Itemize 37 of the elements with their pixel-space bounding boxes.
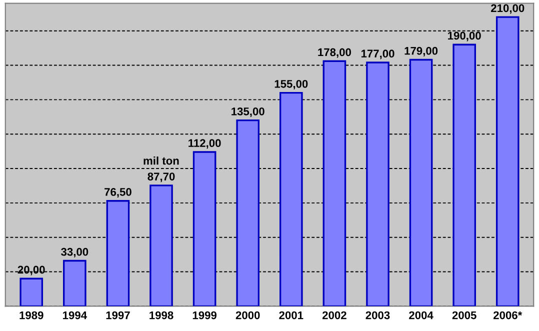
x-tick-label: 1997 [106, 311, 130, 320]
data-label: 112,00 [188, 139, 221, 149]
x-tick-label: 2002 [322, 311, 346, 320]
annotation: mil ton [144, 156, 179, 165]
bar [150, 184, 173, 306]
bar [20, 278, 44, 306]
bar [279, 92, 303, 306]
bar [452, 44, 476, 306]
data-label: 190,00 [448, 32, 481, 42]
x-tick-label: 1994 [63, 311, 87, 320]
x-tick-label: 1999 [192, 311, 217, 320]
data-label: 178,00 [318, 48, 351, 58]
bar [63, 260, 86, 306]
bar [322, 60, 346, 306]
bar [409, 58, 433, 306]
data-label: 155,00 [274, 80, 308, 90]
data-label: 135,00 [232, 107, 264, 117]
x-tick-label: 2005 [452, 311, 476, 320]
data-label: 33,00 [61, 248, 88, 258]
x-tick-label: 2004 [409, 311, 434, 320]
data-label: 179,00 [404, 46, 438, 56]
data-label: 210,00 [491, 4, 524, 14]
bar [106, 200, 130, 306]
x-tick-label: 2001 [279, 311, 304, 320]
data-label: 76,50 [104, 188, 132, 198]
bar [192, 151, 216, 306]
x-tick-label: 1989 [20, 311, 44, 320]
x-tick-label: 1998 [150, 311, 174, 320]
bar [496, 16, 520, 306]
data-label: 87,70 [148, 172, 175, 182]
data-label: 20,00 [18, 266, 45, 276]
x-tick-label: 2003 [366, 311, 390, 320]
bar [366, 62, 390, 306]
x-tick-label: 2006* [493, 311, 522, 320]
bar [236, 119, 260, 306]
x-tick-label: 2000 [236, 311, 260, 320]
data-label: 177,00 [361, 50, 394, 60]
